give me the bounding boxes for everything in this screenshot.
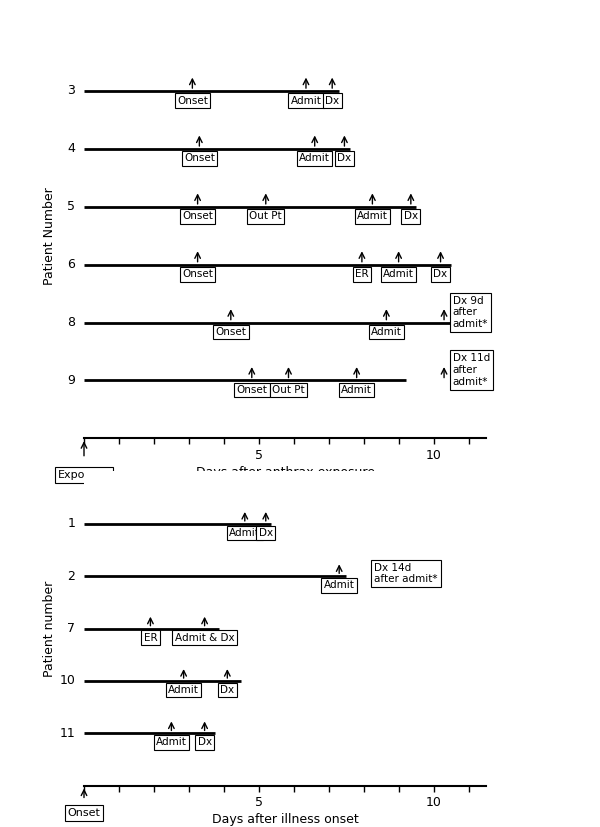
Text: Onset: Onset — [215, 327, 246, 337]
Text: Admit: Admit — [371, 327, 402, 337]
Text: Admit: Admit — [357, 212, 388, 222]
X-axis label: Days after anthrax exposure: Days after anthrax exposure — [196, 466, 374, 479]
Text: ER: ER — [355, 270, 369, 280]
Text: 8: 8 — [67, 316, 75, 329]
Text: 2: 2 — [67, 570, 75, 583]
Y-axis label: Patient Number: Patient Number — [43, 187, 56, 284]
Text: 9: 9 — [67, 374, 75, 387]
Text: Admit: Admit — [156, 738, 187, 748]
Text: ER: ER — [143, 633, 157, 643]
Text: 7: 7 — [67, 622, 75, 635]
Text: Admit: Admit — [229, 528, 260, 538]
Text: Onset: Onset — [68, 808, 100, 818]
Text: Out Pt: Out Pt — [272, 385, 305, 395]
Text: Dx: Dx — [259, 528, 273, 538]
Text: Dx 14d
after admit*: Dx 14d after admit* — [374, 562, 437, 585]
Text: 11: 11 — [59, 727, 75, 740]
Text: Dx: Dx — [197, 738, 212, 748]
Text: Admit: Admit — [290, 96, 322, 106]
Text: Dx: Dx — [404, 212, 418, 222]
Text: Onset: Onset — [184, 154, 215, 164]
Text: Onset: Onset — [177, 96, 208, 106]
Text: 3: 3 — [67, 84, 75, 98]
Text: Admit: Admit — [299, 154, 330, 164]
Text: Onset: Onset — [182, 212, 213, 222]
Y-axis label: Patient number: Patient number — [43, 581, 56, 676]
Text: Admit: Admit — [324, 581, 355, 590]
Text: Dx: Dx — [337, 154, 352, 164]
Text: 4: 4 — [67, 142, 75, 155]
Text: Onset: Onset — [182, 270, 213, 280]
Text: 5: 5 — [67, 200, 75, 213]
Text: Dx: Dx — [433, 270, 448, 280]
Text: Admit: Admit — [168, 685, 199, 695]
Text: 6: 6 — [67, 258, 75, 271]
Text: 10: 10 — [59, 674, 75, 687]
Text: Dx 9d
after
admit*: Dx 9d after admit* — [453, 295, 488, 328]
Text: Admit & Dx: Admit & Dx — [175, 633, 235, 643]
Text: Admit: Admit — [383, 270, 414, 280]
Text: Exposure: Exposure — [58, 470, 110, 480]
Text: Dx: Dx — [325, 96, 339, 106]
Text: Dx: Dx — [220, 685, 235, 695]
Text: Admit: Admit — [341, 385, 372, 395]
Text: Out Pt: Out Pt — [250, 212, 282, 222]
Text: Dx 11d
after
admit*: Dx 11d after admit* — [453, 353, 490, 386]
Text: 1: 1 — [67, 517, 75, 530]
Text: Onset: Onset — [236, 385, 267, 395]
X-axis label: Days after illness onset: Days after illness onset — [212, 813, 358, 826]
